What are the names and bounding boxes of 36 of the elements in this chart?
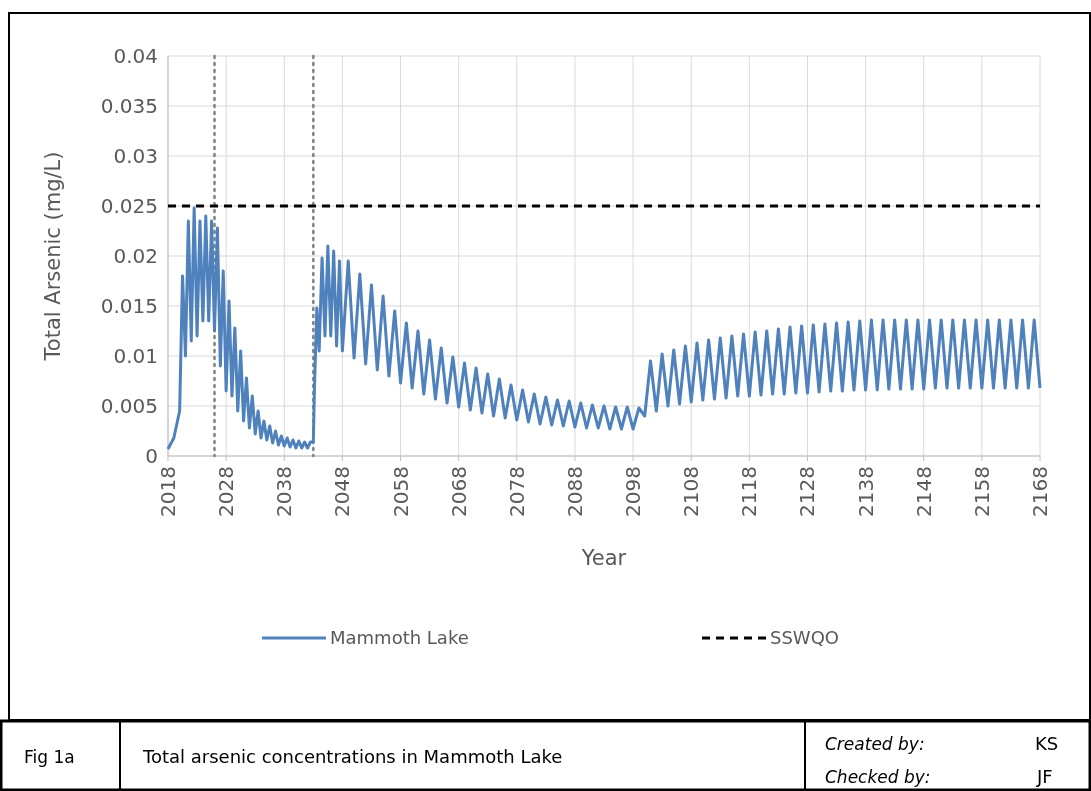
x-tick-label: 2128 (795, 466, 820, 517)
y-tick-label: 0.015 (100, 294, 158, 318)
y-axis-title: Total Arsenic (mg/L) (41, 151, 65, 362)
x-tick-label: 2028 (214, 466, 239, 517)
x-tick-label: 2018 (156, 466, 180, 517)
x-tick-label: 2078 (504, 466, 529, 517)
x-tick-label: 2098 (621, 466, 646, 517)
x-tick-label: 2138 (853, 466, 878, 517)
y-tick-label: 0.02 (113, 244, 158, 268)
y-tick-label: 0.025 (100, 194, 158, 218)
y-tick-label: 0.04 (113, 44, 158, 68)
text: Created by: (825, 733, 925, 754)
y-tick-label: 0 (145, 444, 158, 468)
x-tick-label: 2118 (737, 466, 762, 517)
line-series (166, 206, 1042, 451)
y-tick-label: 0.035 (100, 94, 158, 118)
x-tick-label: 2108 (679, 466, 704, 517)
y-tick-label: 0.005 (100, 394, 158, 418)
x-tick-label: 2158 (969, 466, 994, 517)
y-tick-label: 0.03 (113, 144, 158, 168)
x-tick-label: 2038 (272, 466, 297, 517)
y-tick-label: 0.01 (113, 344, 158, 368)
x-tick-label: 2058 (388, 466, 413, 517)
x-tick-label: 2088 (562, 466, 587, 517)
text: Checked by: (825, 766, 931, 787)
text: Total arsenic concentrations in Mammoth Lake (142, 745, 563, 767)
legend-label: SSWQO (770, 627, 839, 649)
x-tick-label: 2148 (911, 466, 936, 517)
x-tick-label: 2048 (330, 466, 355, 517)
x-axis-title: Year (580, 546, 627, 570)
legend-label: Mammoth Lake (330, 627, 469, 649)
x-tick-label: 2168 (1028, 466, 1052, 517)
text: KS (1035, 733, 1059, 755)
text: JF (1036, 766, 1053, 788)
x-tick-label: 2068 (446, 466, 471, 517)
caption: Fig 1a (24, 746, 75, 767)
